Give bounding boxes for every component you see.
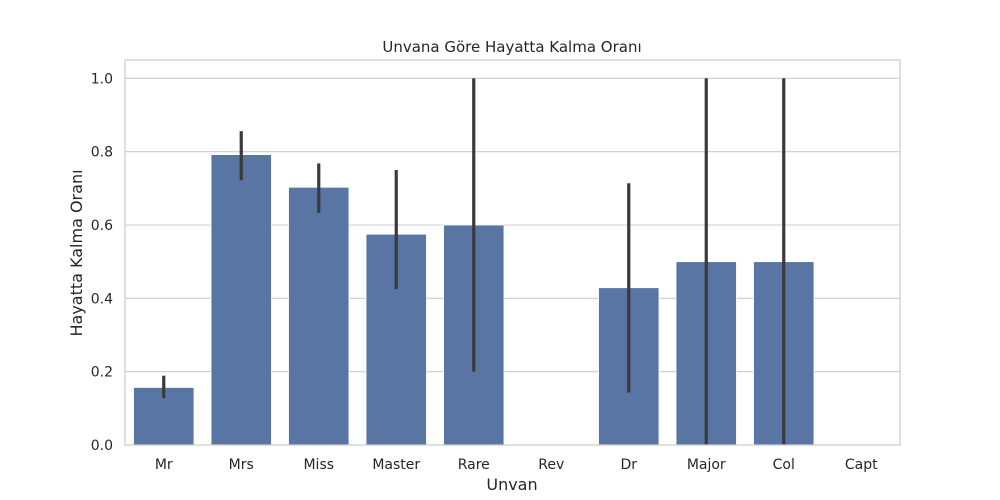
y-tick-label: 0.8 — [91, 145, 113, 161]
error-bars — [162, 78, 786, 445]
x-tick-label: Mr — [155, 457, 173, 473]
x-tick-label: Major — [687, 457, 726, 473]
y-tick-labels: 0.0 0.2 0.4 0.6 0.8 1.0 — [91, 71, 113, 454]
y-tick-label: 0.0 — [91, 438, 113, 454]
y-axis-title: Hayatta Kalma Oranı — [67, 169, 86, 336]
y-tick-label: 0.2 — [91, 365, 113, 381]
x-tick-label: Rare — [458, 457, 490, 473]
x-tick-label: Col — [773, 457, 795, 473]
y-tick-label: 0.4 — [91, 291, 113, 307]
y-tick-label: 1.0 — [91, 71, 113, 87]
bar-miss — [288, 186, 350, 446]
x-tick-label: Mrs — [229, 457, 254, 473]
plot-frame — [124, 59, 901, 446]
x-tick-label: Dr — [620, 457, 637, 473]
x-tick-label: Master — [372, 457, 420, 473]
y-tick-label: 0.6 — [91, 218, 113, 234]
x-tick-label: Miss — [303, 457, 334, 473]
x-tick-labels: Mr Mrs Miss Master Rare Rev Dr Major Col Capt — [155, 457, 878, 473]
chart-title: Unvana Göre Hayatta Kalma Oranı — [382, 38, 641, 56]
x-tick-label: Capt — [845, 457, 878, 473]
bar-mrs — [210, 154, 272, 446]
x-tick-label: Rev — [538, 457, 564, 473]
x-axis-title: Unvan — [486, 475, 537, 494]
